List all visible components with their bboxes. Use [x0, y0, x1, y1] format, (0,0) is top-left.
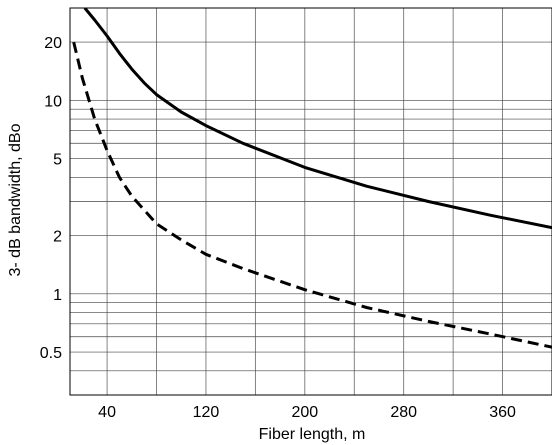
- y-tick-label: 10: [44, 93, 62, 110]
- x-axis-label: Fiber length, m: [259, 426, 366, 443]
- y-tick-label: 1: [53, 287, 62, 304]
- tick-labels: 40 120 200 280 360 20 10 5 2 1 0.5: [40, 35, 516, 421]
- y-tick-label: 0.5: [40, 345, 62, 362]
- x-tick-label: 120: [193, 404, 220, 421]
- y-axis-label: 3- dB bandwidth, dBo: [7, 123, 24, 276]
- x-tick-label: 40: [98, 404, 116, 421]
- plot-frame: [69, 7, 552, 396]
- y-tick-label: 2: [53, 229, 62, 246]
- x-tick-label: 200: [291, 404, 318, 421]
- series-dashed-line: [72, 41, 552, 349]
- series-layer: [72, 8, 552, 349]
- grid: [70, 8, 552, 395]
- series-solid-line: [83, 8, 552, 230]
- x-tick-label: 280: [390, 404, 417, 421]
- y-tick-label: 5: [53, 152, 62, 169]
- x-tick-label: 360: [489, 404, 516, 421]
- y-tick-label: 20: [44, 35, 62, 52]
